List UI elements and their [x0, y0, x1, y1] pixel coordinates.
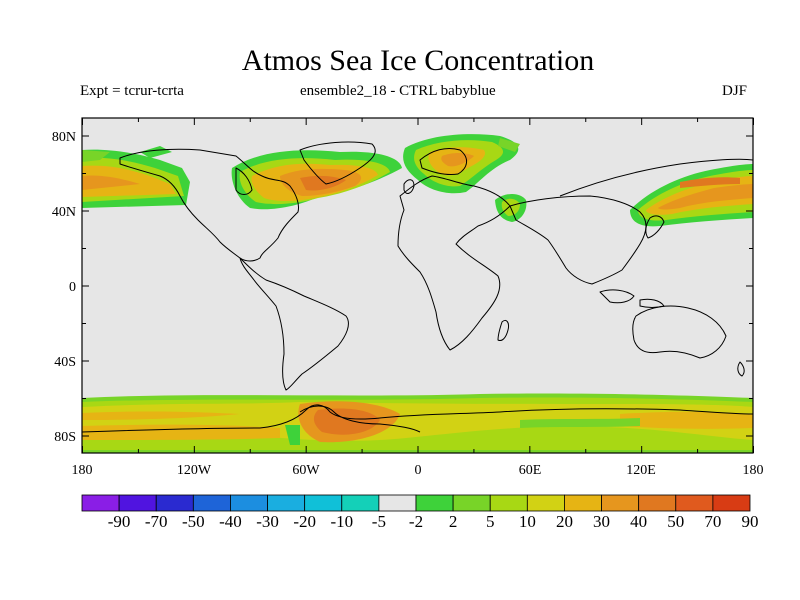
colorbar-swatch	[192, 494, 231, 512]
madagascar-coast	[497, 319, 509, 341]
colorbar-swatch	[341, 494, 380, 512]
colorbar-label: -50	[182, 512, 205, 531]
latitude-labels: 80N 40N 0 40S 80S	[52, 130, 76, 445]
colorbar-swatch	[230, 494, 268, 512]
antarctica-coast	[82, 404, 753, 433]
colorbar-label: 2	[449, 512, 458, 531]
colorbar-swatch	[712, 494, 751, 512]
new-zealand-coast	[737, 361, 745, 377]
colorbar-swatch	[452, 494, 491, 512]
colorbar-swatch	[378, 494, 417, 512]
colorbar-swatch	[526, 494, 565, 512]
lon-label-180w: 180	[72, 463, 93, 478]
colorbar-label: 90	[742, 512, 759, 531]
colorbar-label: 70	[704, 512, 721, 531]
colorbar-swatch	[489, 494, 528, 512]
season-label: DJF	[722, 83, 748, 99]
lon-label-120e: 120E	[626, 463, 656, 478]
scandinavia-coast	[419, 147, 467, 175]
colorbar-label: -10	[330, 512, 353, 531]
colorbar-label: -5	[372, 512, 386, 531]
colorbar-swatch	[267, 494, 306, 512]
colorbar-swatch	[675, 494, 714, 512]
experiment-label: Expt = tcrur-tcrta	[80, 83, 184, 99]
colorbar-label: -90	[108, 512, 131, 531]
colorbar-swatch	[601, 494, 640, 512]
colorbar-label: 20	[556, 512, 573, 531]
australia-coast	[632, 305, 727, 359]
colorbar-label: -30	[256, 512, 279, 531]
colorbar-swatch	[564, 494, 602, 512]
north-america-coast	[119, 148, 299, 262]
colorbar-swatch	[118, 494, 157, 512]
axis-ticks	[82, 118, 754, 453]
north-atlantic-ice	[82, 146, 402, 210]
chart-title: Atmos Sea Ice Concentration	[241, 44, 595, 77]
lon-label-120w: 120W	[177, 463, 212, 478]
colorbar-swatch	[81, 494, 120, 512]
lat-label-40s: 40S	[54, 355, 76, 370]
lat-label-40n: 40N	[52, 205, 76, 220]
ensemble-label: ensemble2_18 - CTRL babyblue	[300, 83, 496, 99]
siberia-coast	[559, 158, 753, 197]
colorbar-label: 10	[519, 512, 536, 531]
weddell-coast	[299, 405, 421, 433]
lat-label-80s: 80S	[54, 430, 76, 445]
colorbar: -90 -70 -50 -40 -30 -20 -10 -5 -2 2 5 10 20 30 40 50 70 9…	[81, 494, 759, 531]
coastlines	[82, 141, 753, 433]
lat-label-80n: 80N	[52, 130, 76, 145]
colorbar-label: 30	[593, 512, 610, 531]
japan-coast	[645, 215, 665, 239]
indonesia-coast	[599, 289, 635, 304]
colorbar-label: 5	[486, 512, 495, 531]
colorbar-label: -20	[293, 512, 316, 531]
asia-coast	[509, 195, 647, 285]
lat-label-eq: 0	[69, 280, 76, 295]
colorbar-swatch	[304, 494, 343, 512]
colorbar-label: 40	[630, 512, 647, 531]
colorbar-label: 50	[667, 512, 684, 531]
lon-label-60w: 60W	[292, 463, 320, 478]
southern-ice-band	[82, 393, 753, 453]
africa-europe-coast	[397, 175, 511, 351]
longitude-labels: 180 120W 60W 0 60E 120E 180	[72, 463, 764, 478]
colorbar-label: -70	[145, 512, 168, 531]
north-pacific-ice	[630, 164, 753, 227]
uk-coast	[403, 179, 415, 194]
colorbar-swatch	[638, 494, 677, 512]
colorbar-label: -40	[219, 512, 242, 531]
greenland-coast	[299, 141, 376, 185]
colorbar-label: -2	[409, 512, 423, 531]
colorbar-swatch	[155, 494, 194, 512]
hudson-bay-coast	[235, 167, 253, 195]
lon-label-180e: 180	[743, 463, 764, 478]
lon-label-0: 0	[415, 463, 422, 478]
colorbar-swatch	[415, 494, 454, 512]
lon-label-60e: 60E	[519, 463, 542, 478]
south-america-coast	[239, 257, 349, 391]
